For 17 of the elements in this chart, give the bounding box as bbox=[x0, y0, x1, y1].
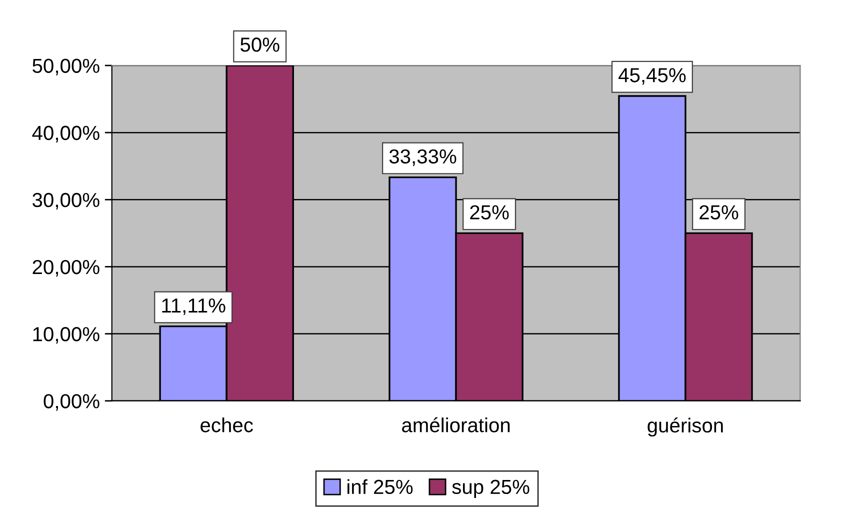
data-label: 50% bbox=[240, 38, 280, 52]
y-tick-label: 10,00% bbox=[33, 327, 100, 344]
data-label: 11,11% bbox=[162, 298, 226, 316]
y-tick-label: 40,00% bbox=[32, 126, 100, 142]
legend-label: sup 25% bbox=[452, 480, 530, 498]
data-label: 25% bbox=[700, 205, 738, 220]
x-tick-label: amélioration bbox=[402, 417, 510, 432]
data-label: 45,45% bbox=[618, 68, 686, 85]
legend-label: inf 25% bbox=[348, 479, 413, 494]
y-tick-label: 50,00% bbox=[32, 58, 100, 76]
y-tick-label: 30,00% bbox=[32, 192, 100, 210]
y-tick-label: 20,00% bbox=[32, 260, 100, 277]
x-tick-label: guérison bbox=[648, 418, 723, 437]
x-tick-label: echec bbox=[200, 418, 253, 432]
data-label: 25% bbox=[470, 205, 509, 220]
y-tick-label: 0,00% bbox=[44, 394, 100, 411]
data-label: 33,33% bbox=[389, 149, 456, 166]
